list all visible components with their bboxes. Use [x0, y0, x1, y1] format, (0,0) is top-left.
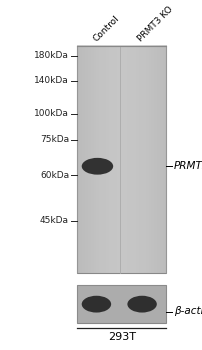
Text: PRMT3 KO: PRMT3 KO: [135, 5, 174, 44]
Text: 100kDa: 100kDa: [34, 109, 69, 118]
Text: 293T: 293T: [107, 332, 135, 343]
Ellipse shape: [127, 296, 156, 313]
Bar: [77, 285, 166, 323]
Text: 140kDa: 140kDa: [34, 76, 69, 85]
Text: 45kDa: 45kDa: [40, 216, 69, 225]
Ellipse shape: [81, 158, 113, 175]
Ellipse shape: [81, 296, 111, 313]
Text: Control: Control: [91, 14, 120, 44]
Text: β-actin: β-actin: [173, 307, 202, 316]
Text: 180kDa: 180kDa: [34, 51, 69, 61]
Text: 75kDa: 75kDa: [40, 135, 69, 145]
Text: 60kDa: 60kDa: [40, 170, 69, 180]
Text: PRMT3: PRMT3: [173, 161, 202, 171]
Bar: [77, 46, 166, 273]
